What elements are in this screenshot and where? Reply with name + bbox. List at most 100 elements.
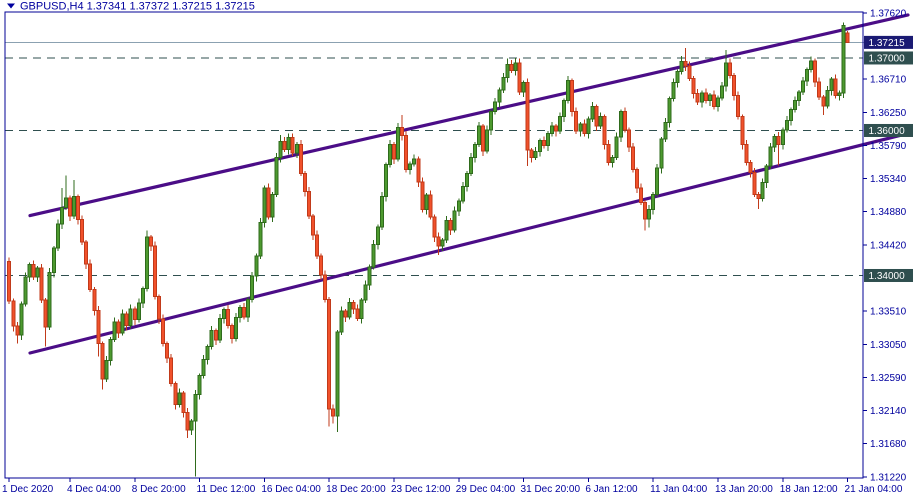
- channel-upper-trendline[interactable]: [28, 13, 910, 218]
- candle-bull: [805, 69, 810, 82]
- candle-bull: [238, 306, 243, 319]
- candle-bear: [420, 181, 425, 211]
- candle-bull: [335, 331, 340, 417]
- channel-lower-trendline[interactable]: [28, 131, 910, 355]
- time-tick-label: 16 Dec 04:00: [261, 484, 321, 495]
- candle-bear: [80, 219, 85, 243]
- candle-bull: [72, 195, 76, 217]
- candle-bull: [367, 266, 372, 286]
- time-tick-label: 31 Dec 20:00: [521, 484, 581, 495]
- candle-bull: [63, 197, 68, 208]
- candle-bear: [525, 82, 530, 151]
- time-tick-label: 4 Dec 04:00: [67, 484, 121, 495]
- candle-bull: [258, 222, 263, 257]
- candle-bull: [112, 321, 117, 340]
- candle-bear: [282, 140, 287, 150]
- candle-bear: [630, 146, 635, 171]
- candle-bear: [355, 308, 360, 319]
- candle-bull: [408, 163, 413, 171]
- candle-bull: [505, 63, 510, 79]
- candle-bear: [76, 195, 81, 221]
- candle-bear: [643, 201, 648, 220]
- symbol-dropdown-icon: [7, 3, 15, 9]
- candle-bull: [618, 111, 623, 138]
- candle-bull: [477, 125, 481, 145]
- candle-bear: [416, 158, 421, 183]
- candle-bull: [780, 129, 785, 145]
- candle-bull: [379, 195, 384, 228]
- candle-bear: [132, 308, 137, 321]
- candle-bear: [84, 241, 89, 265]
- candle-bear: [331, 408, 336, 417]
- candle-bear: [116, 321, 121, 334]
- candle-bear: [436, 236, 441, 247]
- time-tick-label: 6 Jan 12:00: [585, 484, 638, 495]
- candle-bull: [270, 193, 275, 218]
- candle-bear: [732, 74, 737, 97]
- candle-bear: [695, 92, 700, 103]
- candle-bear: [594, 106, 599, 127]
- candle-bull: [699, 92, 704, 103]
- candle-bear: [92, 288, 97, 311]
- candle-bull: [760, 182, 765, 200]
- candle-bull: [205, 346, 210, 361]
- candle-bull: [720, 85, 724, 99]
- candle-bull: [246, 298, 251, 318]
- candle-bear: [302, 172, 307, 192]
- ohlc-title: GBPUSD,H4 1.37341 1.37372 1.37215 1.3721…: [20, 1, 255, 13]
- level-label-1.37000-text: 1.37000: [869, 53, 906, 64]
- candle-bear: [100, 343, 105, 380]
- level-label-1.36000-text: 1.36000: [869, 126, 906, 137]
- candle-bull: [460, 185, 465, 202]
- candle-bull: [128, 308, 133, 327]
- candle-bull: [221, 309, 226, 319]
- candle-bear: [169, 357, 174, 385]
- candle-bull: [177, 392, 182, 406]
- candle-bull: [707, 94, 712, 102]
- price-tick-label: 1.33050: [870, 340, 907, 351]
- candle-bear: [529, 149, 534, 158]
- candle-bull: [359, 299, 364, 319]
- candle-bear: [306, 190, 311, 217]
- candle-bear: [683, 61, 688, 67]
- candle-bull: [829, 78, 834, 92]
- candle-bull: [193, 393, 198, 422]
- candle-bull: [784, 119, 789, 131]
- candle-bull: [444, 219, 449, 241]
- candle-bear: [711, 94, 716, 108]
- candle-bear: [687, 65, 692, 79]
- candle-bear: [310, 215, 315, 236]
- candle-bull: [764, 165, 769, 184]
- candle-bear: [748, 161, 753, 174]
- candle-bull: [533, 151, 538, 158]
- candle-bull: [23, 276, 28, 305]
- candle-bull: [234, 317, 238, 340]
- price-tick-label: 1.35790: [870, 141, 907, 152]
- candle-bear: [343, 310, 348, 318]
- candle-bear: [626, 129, 631, 148]
- candle-bull: [387, 143, 392, 166]
- candle-bear: [574, 111, 579, 132]
- candle-bull: [144, 236, 149, 290]
- candle-bull: [104, 359, 109, 380]
- candle-bull: [489, 111, 494, 131]
- candles-series: [7, 22, 850, 477]
- candle-bull: [809, 60, 814, 71]
- time-tick-label: 11 Jan 04:00: [650, 484, 708, 495]
- candle-bull: [347, 301, 352, 318]
- candle-bull: [472, 143, 477, 158]
- candle-bull: [209, 330, 214, 348]
- candle-bull: [485, 129, 490, 152]
- candle-bear: [776, 135, 781, 145]
- level-label-1.37000-box: [864, 51, 913, 65]
- candle-bear: [323, 274, 328, 300]
- bid-price-label-box: [864, 35, 913, 49]
- candle-bear: [225, 309, 230, 327]
- candle-bull: [610, 156, 615, 163]
- price-tick-label: 1.31680: [870, 439, 907, 450]
- price-tick-label: 1.36710: [870, 74, 907, 85]
- candle-bear: [703, 92, 708, 102]
